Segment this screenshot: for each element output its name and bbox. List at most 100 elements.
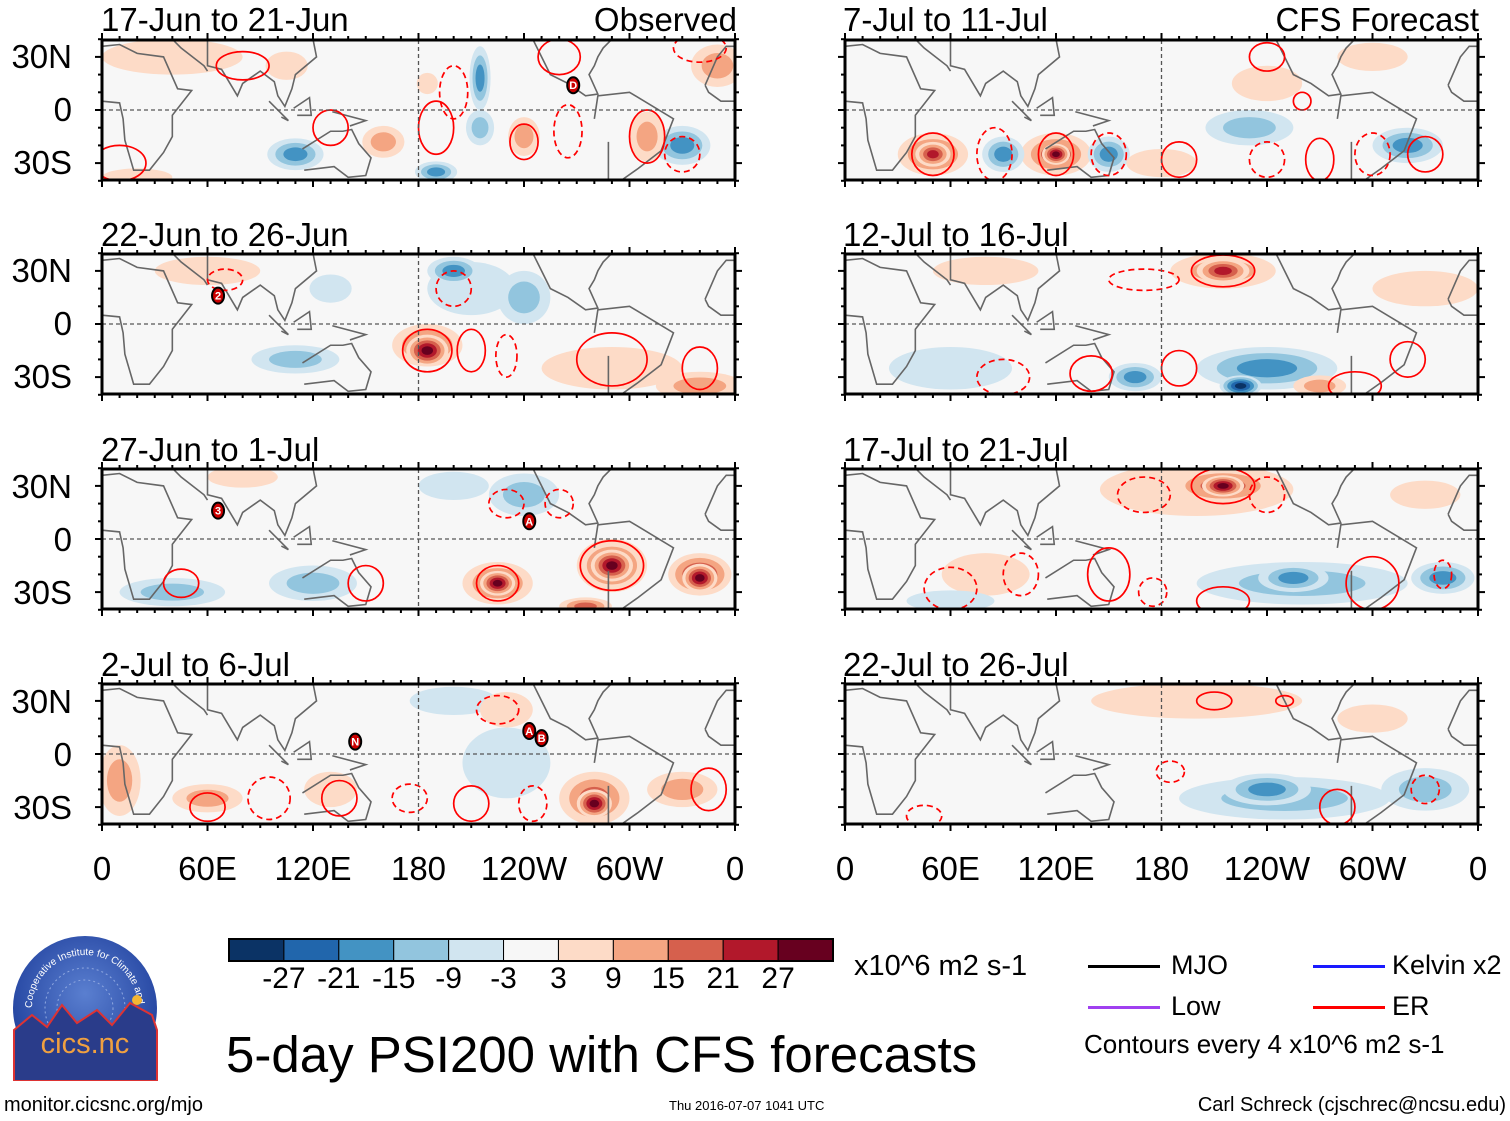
positive-anomaly: [265, 51, 308, 80]
lon-tick-label: 120E: [1017, 850, 1095, 887]
coastline: [845, 40, 952, 72]
coastline: [206, 469, 318, 538]
er-contour: [1069, 355, 1114, 393]
coastline: [206, 684, 318, 753]
negative-anomaly: [1236, 359, 1298, 378]
coastline: [845, 469, 952, 501]
lon-tick-label: 0: [92, 850, 112, 887]
map-panel-27jun-1jul: 3A: [95, 462, 742, 616]
lon-tick-label: 180: [1133, 850, 1190, 887]
footer-url[interactable]: monitor.cicsnc.org/mjo: [4, 1094, 203, 1116]
map-panel-2jul-6jul: N AB: [95, 677, 742, 831]
coastline: [102, 469, 209, 501]
er-contour: [1195, 691, 1233, 711]
colorbar-swatch: [393, 938, 450, 962]
er-contour: [923, 566, 978, 609]
lon-tick-label: 0: [725, 850, 745, 887]
coastline: [1275, 254, 1356, 311]
lat-label-30n: 30N: [11, 38, 72, 75]
er-contour: [438, 64, 469, 120]
map-panel-17jul-21jul: [838, 462, 1485, 616]
coastline: [102, 257, 194, 385]
lat-label-0: 0: [53, 736, 72, 773]
lon-tick-label: 0: [835, 850, 855, 887]
er-contour: [495, 333, 518, 378]
panel-title-1: 17-Jun to 21-Jun: [101, 1, 349, 38]
legend-line-er: [1313, 1006, 1385, 1009]
colorbar-swatch: [338, 938, 395, 962]
coastline: [102, 254, 209, 286]
coastline: [1336, 305, 1418, 394]
coastline: [1447, 513, 1478, 531]
negative-anomaly: [1099, 146, 1118, 162]
coastline: [293, 96, 313, 117]
negative-anomaly: [427, 167, 446, 177]
lon-tick-label: 120E: [274, 850, 352, 887]
negative-anomaly: [418, 471, 489, 501]
er-contour: [189, 792, 226, 823]
coastline: [1075, 539, 1112, 556]
coastline: [704, 474, 735, 515]
negative-anomaly: [462, 727, 551, 799]
lat-label-0: 0: [53, 305, 72, 342]
footer-author: Carl Schreck (cjschrec@ncsu.edu): [1197, 1094, 1506, 1116]
colorbar-swatch: [283, 938, 340, 962]
er-contour: [391, 783, 429, 814]
coastline: [1447, 689, 1478, 730]
lat-label-30s: 30S: [13, 574, 72, 611]
negative-anomaly: [502, 482, 546, 508]
er-contour: [102, 144, 147, 180]
coastline: [1045, 128, 1115, 179]
er-contour: [1248, 41, 1286, 72]
coastline: [268, 529, 289, 551]
positive-anomaly: [106, 759, 133, 802]
coastline: [704, 513, 735, 531]
coastline: [845, 687, 937, 815]
cfs-forecast-label: CFS Forecast: [1275, 1, 1479, 38]
er-contour: [1318, 788, 1356, 824]
positive-anomaly: [1303, 379, 1336, 393]
er-contour: [628, 109, 666, 164]
panel-title-7: 17-Jul to 21-Jul: [843, 431, 1069, 468]
map-panel-12jul-16jul: [838, 247, 1485, 401]
positive-anomaly: [304, 771, 357, 808]
colorbar-swatch: [667, 938, 724, 962]
contours-note: Contours every 4 x10^6 m2 s-1: [1084, 1029, 1445, 1059]
positive-anomaly: [661, 778, 704, 801]
coastline: [845, 254, 952, 286]
storm-marker: 2: [211, 286, 226, 305]
coastline: [704, 259, 735, 300]
colorbar-swatch: [557, 938, 614, 962]
observed-label: Observed: [593, 1, 737, 38]
er-contour: [1274, 694, 1295, 708]
er-contour: [162, 568, 200, 599]
er-contour: [347, 564, 385, 602]
negative-anomaly: [1123, 371, 1147, 384]
coastline: [949, 469, 1061, 538]
coastline: [293, 310, 313, 331]
er-contour: [1389, 340, 1427, 378]
colorbar-swatch: [722, 938, 779, 962]
coastline: [845, 43, 937, 171]
er-contour: [509, 123, 539, 161]
negative-anomaly: [1429, 571, 1457, 585]
map-panel-22jul-26jul: [838, 677, 1485, 831]
positive-anomaly: [421, 346, 434, 355]
coastline: [845, 684, 952, 716]
colorbar-tick-label: 15: [651, 962, 685, 995]
positive-anomaly: [701, 53, 734, 79]
coastline: [1075, 324, 1112, 341]
er-contour: [475, 564, 520, 602]
colorbar: [228, 938, 834, 962]
negative-anomaly: [888, 347, 1013, 390]
er-contour: [1155, 760, 1186, 784]
coastline: [704, 45, 735, 86]
coastline: [302, 342, 372, 393]
coastline: [268, 744, 289, 766]
coastline: [293, 740, 313, 761]
coastline: [1447, 259, 1478, 300]
coastline: [1011, 314, 1032, 336]
svg-text:2: 2: [215, 291, 221, 303]
legend-line-mjo: [1088, 965, 1160, 968]
colorbar-tick-label: 21: [706, 962, 740, 995]
